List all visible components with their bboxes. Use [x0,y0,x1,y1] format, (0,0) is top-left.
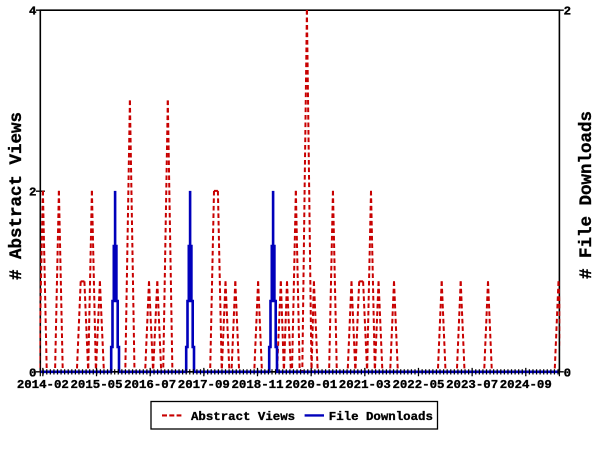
svg-text:2021-03: 2021-03 [339,378,391,392]
svg-text:0: 0 [564,366,571,380]
svg-text:2016-07: 2016-07 [124,378,176,392]
svg-text:2014-02: 2014-02 [17,378,69,392]
svg-text:# Abstract Views: # Abstract Views [7,112,27,280]
svg-text:2: 2 [29,186,36,200]
svg-text:# File Downloads: # File Downloads [577,111,597,279]
svg-text:2020-01: 2020-01 [285,378,337,392]
svg-text:File Downloads: File Downloads [329,410,433,424]
svg-text:2022-05: 2022-05 [392,378,444,392]
svg-text:4: 4 [29,5,37,19]
svg-text:Abstract Views: Abstract Views [191,410,295,424]
svg-text:2017-09: 2017-09 [178,378,230,392]
svg-text:2018-11: 2018-11 [231,378,283,392]
svg-text:2: 2 [564,5,571,19]
svg-text:2015-05: 2015-05 [70,378,122,392]
svg-text:2024-09: 2024-09 [500,378,552,392]
svg-text:2023-07: 2023-07 [446,378,498,392]
svg-text:0: 0 [29,366,36,380]
